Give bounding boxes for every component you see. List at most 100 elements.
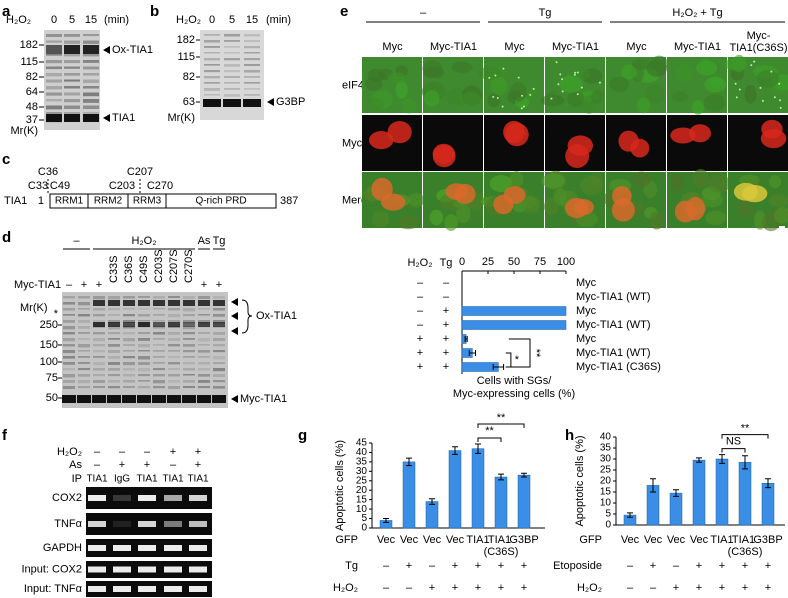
cell — [774, 207, 788, 224]
cell — [671, 91, 688, 102]
band — [108, 380, 120, 383]
band — [153, 350, 165, 352]
band — [108, 332, 120, 335]
treatment-label: H₂O₂ — [333, 582, 358, 594]
sign: + — [429, 582, 435, 594]
cysteine-label: C49 — [50, 180, 70, 192]
band — [83, 112, 99, 116]
cell — [634, 119, 649, 135]
category-label: Vec — [446, 534, 465, 546]
band — [64, 45, 80, 54]
band — [63, 362, 75, 365]
sign: – — [443, 277, 450, 289]
treatment-label: As — [69, 459, 82, 471]
cell — [705, 210, 726, 226]
band — [183, 374, 195, 376]
band — [83, 40, 99, 44]
band — [153, 344, 165, 346]
group-label: Tg — [213, 235, 226, 247]
granule — [778, 82, 781, 85]
error-bar — [383, 518, 389, 523]
cell — [410, 133, 422, 152]
band — [64, 73, 80, 76]
lane-label: C203S — [153, 249, 165, 283]
bar — [738, 462, 752, 526]
sign: – — [383, 560, 390, 572]
cysteine-label: C33 — [28, 180, 48, 192]
band — [46, 34, 62, 37]
band — [83, 66, 99, 70]
band — [63, 314, 75, 316]
row-label: Myc-TIA1 — [14, 279, 61, 291]
band — [93, 368, 105, 371]
arrowhead — [231, 298, 238, 306]
band — [46, 105, 62, 110]
significance: ** — [741, 423, 750, 435]
band — [123, 338, 135, 342]
cell — [726, 113, 743, 131]
cell — [632, 171, 651, 188]
gel-band — [189, 566, 207, 573]
band — [78, 332, 90, 334]
gel-band — [164, 495, 182, 501]
row-label: Input: TNFα — [24, 583, 83, 595]
error-bar — [475, 443, 481, 454]
cell — [424, 90, 440, 107]
bar — [494, 476, 508, 529]
cell — [509, 171, 524, 188]
band — [204, 70, 220, 73]
band — [108, 344, 120, 347]
mw-tick-label: 182 — [20, 39, 38, 51]
band — [183, 386, 195, 388]
asterisk: * — [54, 308, 59, 320]
y-tick-label: 0 — [361, 523, 367, 534]
cell — [543, 197, 559, 216]
y-tick-label: 25 — [356, 475, 368, 486]
band — [64, 86, 80, 89]
band — [63, 332, 75, 335]
mw-tick-label: 75 — [46, 372, 58, 384]
sign: + — [521, 560, 527, 572]
cell — [459, 92, 482, 107]
band — [244, 76, 260, 78]
granule — [580, 86, 583, 89]
gel-band — [164, 566, 182, 573]
cell — [559, 75, 583, 93]
error-bar — [521, 472, 527, 478]
sign: + — [417, 347, 423, 359]
band — [123, 368, 135, 371]
lane-label: + — [81, 279, 87, 291]
gel-band — [88, 566, 106, 573]
column-label: Myc — [382, 41, 403, 53]
row-label: Input: COX2 — [21, 563, 82, 575]
arrowhead — [231, 312, 238, 320]
band — [63, 344, 75, 347]
category-label: Vec — [644, 534, 663, 546]
band-label: Ox-TIA1 — [112, 44, 153, 56]
band — [183, 368, 195, 371]
band — [64, 79, 80, 82]
significance-bracket — [508, 338, 531, 368]
blot — [62, 292, 228, 408]
band — [93, 344, 105, 347]
cell — [408, 193, 425, 207]
significance: * — [515, 354, 520, 366]
treatment-label: H₂O₂ — [577, 582, 602, 594]
cell — [769, 175, 782, 189]
y-axis-label: Apoptotic cells (%) — [574, 435, 586, 526]
column-label: Myc-TIA1 — [674, 41, 721, 53]
band — [138, 314, 150, 317]
granule — [598, 81, 601, 84]
gel-band — [138, 545, 156, 551]
sign: + — [443, 347, 449, 359]
lane-label: TIA1 — [136, 474, 158, 485]
band — [108, 308, 120, 311]
band — [204, 46, 220, 48]
band — [83, 105, 99, 109]
lane-label: IgG — [114, 474, 130, 485]
sign: + — [417, 361, 423, 373]
band — [108, 296, 120, 300]
mw-tick-label: 50 — [46, 392, 58, 404]
band — [93, 314, 105, 317]
band — [168, 322, 180, 327]
